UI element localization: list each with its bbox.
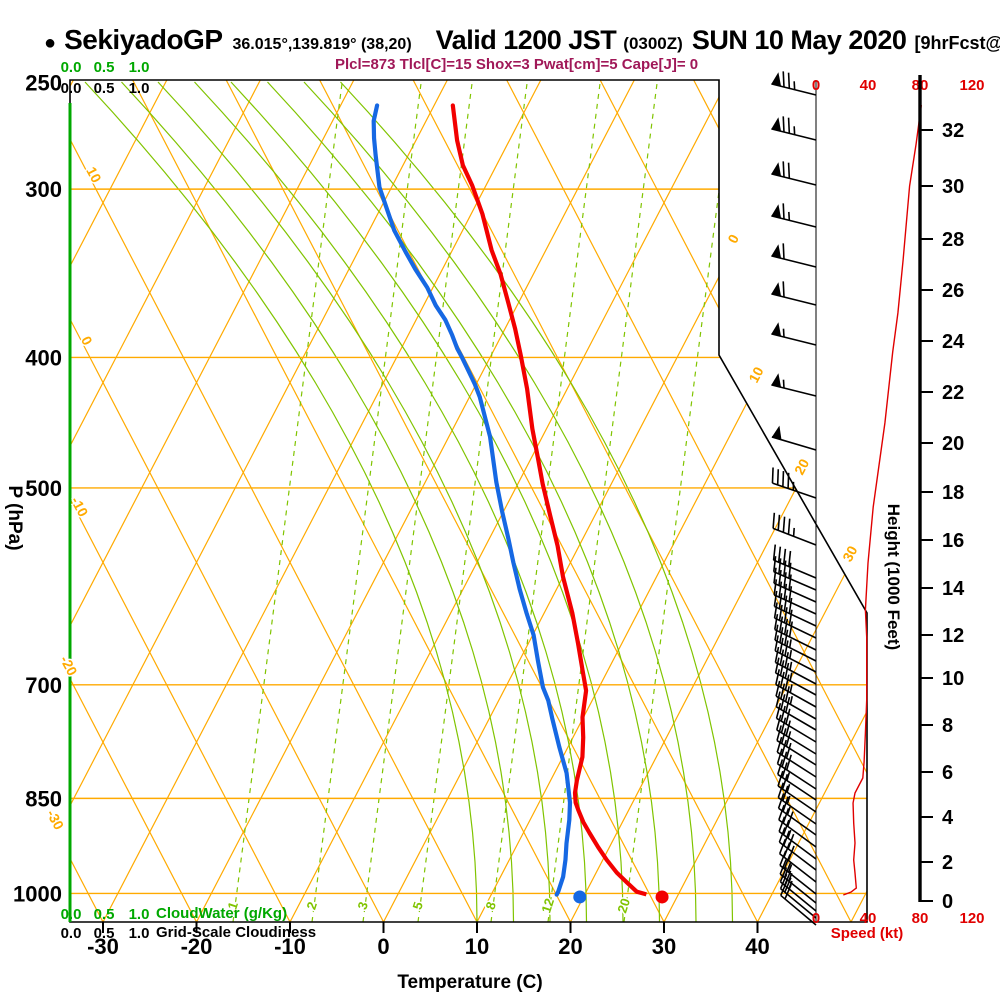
chart-title: ● SekiyadoGP 36.015°,139.819° (38,20) Va… xyxy=(44,24,1000,56)
svg-text:40: 40 xyxy=(860,910,877,927)
svg-text:0: 0 xyxy=(942,891,953,913)
svg-text:20: 20 xyxy=(614,896,633,914)
height-axis-label: Height (1000 Feet) xyxy=(884,503,903,651)
svg-text:1000: 1000 xyxy=(13,881,62,906)
svg-text:300: 300 xyxy=(25,177,62,202)
svg-text:30: 30 xyxy=(942,176,964,198)
svg-text:30: 30 xyxy=(839,543,861,564)
svg-text:0: 0 xyxy=(377,934,389,959)
svg-text:0.5: 0.5 xyxy=(94,925,115,942)
svg-text:400: 400 xyxy=(25,345,62,370)
forecast-info: [9hrFcst@2142z] xyxy=(914,33,1000,53)
dewpoint-curve xyxy=(371,103,573,897)
wind-barbs xyxy=(771,71,817,926)
svg-text:2: 2 xyxy=(303,900,320,912)
svg-text:8: 8 xyxy=(482,900,499,912)
svg-text:1.0: 1.0 xyxy=(129,925,150,942)
svg-text:0.5: 0.5 xyxy=(94,80,115,97)
cloudwater-scale-label: CloudWater (g/Kg) xyxy=(156,905,288,922)
svg-text:8: 8 xyxy=(942,715,953,737)
svg-text:40: 40 xyxy=(745,934,769,959)
valid-time: Valid 1200 JST xyxy=(435,25,617,55)
svg-text:10: 10 xyxy=(465,934,489,959)
svg-text:700: 700 xyxy=(25,673,62,698)
utc-time: (0300Z) xyxy=(623,34,683,53)
svg-text:10: 10 xyxy=(83,164,105,185)
svg-text:80: 80 xyxy=(912,910,929,927)
svg-text:40: 40 xyxy=(860,77,877,94)
pressure-axis-label: P (hPa) xyxy=(4,485,25,551)
svg-text:-10: -10 xyxy=(274,934,306,959)
svg-text:-20: -20 xyxy=(181,934,213,959)
svg-text:250: 250 xyxy=(25,70,62,95)
temperature-axis-label: Temperature (C) xyxy=(397,972,543,993)
svg-text:850: 850 xyxy=(25,786,62,811)
svg-text:0: 0 xyxy=(812,910,820,927)
temperature-dashed-tail xyxy=(636,889,653,898)
svg-text:0.5: 0.5 xyxy=(94,906,115,923)
svg-text:120: 120 xyxy=(959,77,984,94)
valid-date: SUN 10 May 2020 xyxy=(691,25,907,55)
svg-text:1.0: 1.0 xyxy=(129,59,150,76)
cloudiness-scale-label: Grid-Scale Cloudiness xyxy=(156,924,317,941)
svg-text:32: 32 xyxy=(942,120,964,142)
svg-text:12: 12 xyxy=(942,625,964,647)
svg-text:4: 4 xyxy=(942,807,954,829)
svg-text:1.0: 1.0 xyxy=(129,906,150,923)
svg-text:120: 120 xyxy=(959,910,984,927)
svg-text:5: 5 xyxy=(409,900,426,912)
svg-text:0.0: 0.0 xyxy=(61,80,82,97)
svg-text:-30: -30 xyxy=(87,934,119,959)
svg-text:14: 14 xyxy=(942,578,965,600)
svg-text:10: 10 xyxy=(745,364,767,385)
svg-text:12: 12 xyxy=(538,896,557,914)
svg-text:0.5: 0.5 xyxy=(94,59,115,76)
svg-text:1.0: 1.0 xyxy=(129,80,150,97)
svg-text:24: 24 xyxy=(942,331,965,353)
svg-text:0.0: 0.0 xyxy=(61,906,82,923)
svg-text:0: 0 xyxy=(724,231,742,246)
svg-text:0.0: 0.0 xyxy=(61,59,82,76)
svg-text:0: 0 xyxy=(812,77,820,94)
svg-text:6: 6 xyxy=(942,762,953,784)
station-bullet-icon: ● xyxy=(44,32,57,54)
svg-text:30: 30 xyxy=(652,934,676,959)
surface-dewpoint-dot xyxy=(573,890,587,904)
temperature-curve xyxy=(450,103,639,894)
svg-text:18: 18 xyxy=(942,482,964,504)
sounding-parameters: Plcl=873 Tlcl[C]=15 Shox=3 Pwat[cm]=5 Ca… xyxy=(335,56,699,73)
svg-text:26: 26 xyxy=(942,280,964,302)
wind-speed-curve xyxy=(843,104,922,896)
svg-text:0: 0 xyxy=(78,333,96,348)
svg-text:16: 16 xyxy=(942,530,964,552)
svg-text:2: 2 xyxy=(942,852,953,874)
svg-text:500: 500 xyxy=(25,476,62,501)
svg-text:20: 20 xyxy=(791,456,813,477)
svg-text:22: 22 xyxy=(942,382,964,404)
svg-text:28: 28 xyxy=(942,229,964,251)
speed-axis-label: Speed (kt) xyxy=(830,925,904,942)
sounding-profiles xyxy=(371,103,669,904)
svg-text:20: 20 xyxy=(942,433,964,455)
surface-temp-dot xyxy=(655,890,669,904)
svg-text:3: 3 xyxy=(354,900,371,912)
svg-text:20: 20 xyxy=(558,934,582,959)
svg-text:0.0: 0.0 xyxy=(61,925,82,942)
station-name: SekiyadoGP xyxy=(64,24,223,55)
station-coordinates: 36.015°,139.819° (38,20) xyxy=(232,36,412,53)
svg-text:10: 10 xyxy=(942,668,964,690)
